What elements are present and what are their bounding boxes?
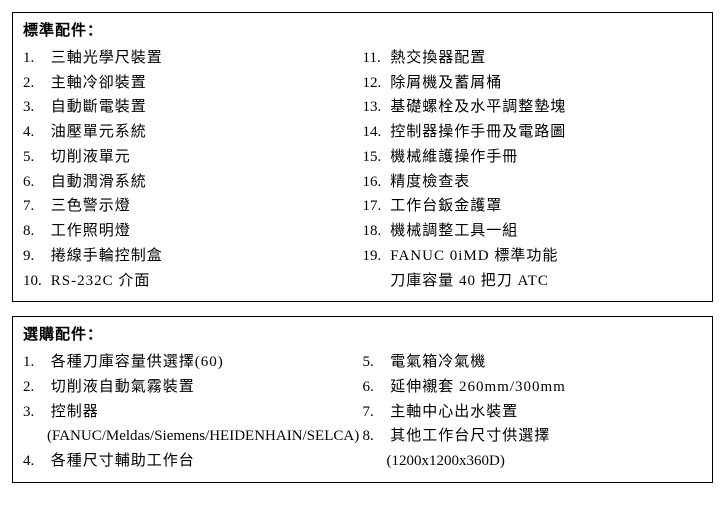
item-text: 控制器操作手冊及電路圖 [390,124,566,140]
item-number: 14. [363,120,387,145]
item-text: FANUC 0iMD 標準功能 [390,248,558,264]
list-item: 2. 切削液自動氣霧裝置 [23,375,363,400]
item-number: 2. [23,375,47,400]
item-text: 電氣箱冷氣機 [390,354,486,370]
item-text: 主軸中心出水裝置 [390,404,518,420]
list-item: 8. 工作照明燈 [23,219,363,244]
item-number: 9. [23,244,47,269]
item-text: 基礎螺栓及水平調整墊塊 [390,99,566,115]
item-number: 6. [363,375,387,400]
item-number: 13. [363,95,387,120]
list-item: 12. 除屑機及蓄屑桶 [363,71,703,96]
list-item: 15. 機械維護操作手冊 [363,145,703,170]
item-text: 主軸冷卻裝置 [51,75,147,91]
item-text: 機械調整工具一組 [390,223,518,239]
list-item: 6. 延伸襯套 260mm/300mm [363,375,703,400]
item-number: 8. [363,424,387,449]
list-item: 5. 切削液單元 [23,145,363,170]
item-number: 11. [363,46,387,71]
item-number: 10. [23,269,47,294]
list-item: 7. 三色警示燈 [23,194,363,219]
optional-columns: 1. 各種刀庫容量供選擇(60)2. 切削液自動氣霧裝置3. 控制器(FANUC… [23,350,702,474]
list-item: 2. 主軸冷卻裝置 [23,71,363,96]
item-number: 4. [23,449,47,474]
item-number: 2. [23,71,47,96]
list-item: 18. 機械調整工具一組 [363,219,703,244]
item-text: 三色警示燈 [51,198,131,214]
list-item: 17. 工作台鈑金護罩 [363,194,703,219]
item-text: RS-232C 介面 [51,273,151,289]
item-text: 三軸光學尺裝置 [51,50,163,66]
optional-title: 選購配件： [23,323,702,348]
item-text: 精度檢查表 [390,174,470,190]
list-item: 16. 精度檢查表 [363,170,703,195]
list-item: 3. 自動斷電裝置 [23,95,363,120]
list-item: 1. 各種刀庫容量供選擇(60) [23,350,363,375]
item-text: 工作台鈑金護罩 [390,198,502,214]
list-item: 5. 電氣箱冷氣機 [363,350,703,375]
standard-columns: 1. 三軸光學尺裝置2. 主軸冷卻裝置3. 自動斷電裝置4. 油壓單元系統5. … [23,46,702,294]
item-text: 切削液單元 [51,149,131,165]
item-number: 7. [23,194,47,219]
list-item: 刀庫容量 40 把刀 ATC [363,269,703,294]
item-number: 19. [363,244,387,269]
item-text: 機械維護操作手冊 [390,149,518,165]
item-text: 工作照明燈 [51,223,131,239]
item-text: 油壓單元系統 [51,124,147,140]
item-number: 1. [23,350,47,375]
item-text: 自動斷電裝置 [51,99,147,115]
list-item: 19. FANUC 0iMD 標準功能 [363,244,703,269]
list-item: 10. RS-232C 介面 [23,269,363,294]
item-text: 延伸襯套 260mm/300mm [390,379,566,395]
item-number: 15. [363,145,387,170]
item-number: 3. [23,95,47,120]
standard-col-right: 11. 熱交換器配置12. 除屑機及蓄屑桶13. 基礎螺栓及水平調整墊塊14. … [363,46,703,294]
optional-col-right: 5. 電氣箱冷氣機6. 延伸襯套 260mm/300mm7. 主軸中心出水裝置8… [363,350,703,474]
item-text: 除屑機及蓄屑桶 [390,75,502,91]
item-number: 4. [23,120,47,145]
item-text: 自動潤滑系統 [51,174,147,190]
item-text: 熱交換器配置 [390,50,486,66]
list-item: 8. 其他工作台尺寸供選擇 [363,424,703,449]
list-item: 14. 控制器操作手冊及電路圖 [363,120,703,145]
list-item: 4. 油壓單元系統 [23,120,363,145]
item-number: 16. [363,170,387,195]
list-item: 11. 熱交換器配置 [363,46,703,71]
item-text: 切削液自動氣霧裝置 [51,379,195,395]
optional-panel: 選購配件： 1. 各種刀庫容量供選擇(60)2. 切削液自動氣霧裝置3. 控制器… [12,316,713,483]
item-number: 3. [23,400,47,425]
standard-col-left: 1. 三軸光學尺裝置2. 主軸冷卻裝置3. 自動斷電裝置4. 油壓單元系統5. … [23,46,363,294]
item-text: 其他工作台尺寸供選擇 [390,428,550,444]
list-item: (FANUC/Meldas/Siemens/HEIDENHAIN/SELCA) [23,424,363,449]
item-number: 12. [363,71,387,96]
item-number: 1. [23,46,47,71]
item-text: 各種刀庫容量供選擇(60) [51,354,224,370]
item-number: 17. [363,194,387,219]
item-number: 6. [23,170,47,195]
item-text: 各種尺寸輔助工作台 [51,453,195,469]
list-item: 4. 各種尺寸輔助工作台 [23,449,363,474]
list-item: 6. 自動潤滑系統 [23,170,363,195]
list-item: (1200x1200x360D) [363,449,703,474]
item-number: 18. [363,219,387,244]
item-text: 控制器 [51,404,99,420]
item-number: 7. [363,400,387,425]
list-item: 1. 三軸光學尺裝置 [23,46,363,71]
list-item: 9. 捲線手輪控制盒 [23,244,363,269]
optional-col-left: 1. 各種刀庫容量供選擇(60)2. 切削液自動氣霧裝置3. 控制器(FANUC… [23,350,363,474]
item-number: 5. [363,350,387,375]
item-text: 刀庫容量 40 把刀 ATC [390,273,549,289]
item-number: 5. [23,145,47,170]
list-item: 3. 控制器 [23,400,363,425]
item-text: 捲線手輪控制盒 [51,248,163,264]
standard-panel: 標準配件： 1. 三軸光學尺裝置2. 主軸冷卻裝置3. 自動斷電裝置4. 油壓單… [12,12,713,302]
list-item: 7. 主軸中心出水裝置 [363,400,703,425]
list-item: 13. 基礎螺栓及水平調整墊塊 [363,95,703,120]
standard-title: 標準配件： [23,19,702,44]
item-number: 8. [23,219,47,244]
